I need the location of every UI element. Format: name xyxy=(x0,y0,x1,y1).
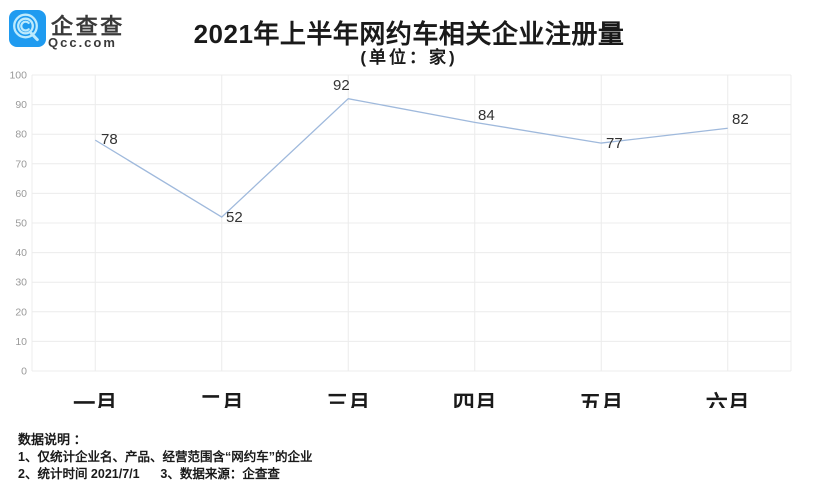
svg-text:40: 40 xyxy=(15,247,27,259)
svg-text:二月: 二月 xyxy=(200,391,244,408)
svg-text:90: 90 xyxy=(15,99,27,111)
svg-text:78: 78 xyxy=(101,131,118,148)
svg-text:92: 92 xyxy=(333,77,350,94)
svg-text:六月: 六月 xyxy=(706,391,750,408)
svg-text:100: 100 xyxy=(9,70,27,82)
svg-text:一月: 一月 xyxy=(73,391,117,408)
svg-text:70: 70 xyxy=(15,158,27,170)
svg-text:三月: 三月 xyxy=(326,391,370,408)
svg-text:84: 84 xyxy=(478,107,495,124)
svg-text:52: 52 xyxy=(226,209,243,226)
svg-text:五月: 五月 xyxy=(579,391,623,408)
svg-text:60: 60 xyxy=(15,188,27,200)
svg-text:77: 77 xyxy=(606,135,623,152)
svg-text:10: 10 xyxy=(15,336,27,348)
svg-text:30: 30 xyxy=(15,277,27,289)
svg-text:20: 20 xyxy=(15,306,27,318)
svg-text:50: 50 xyxy=(15,218,27,230)
svg-text:80: 80 xyxy=(15,129,27,141)
svg-text:四月: 四月 xyxy=(453,391,497,408)
svg-text:82: 82 xyxy=(732,111,749,128)
svg-text:0: 0 xyxy=(21,366,27,378)
